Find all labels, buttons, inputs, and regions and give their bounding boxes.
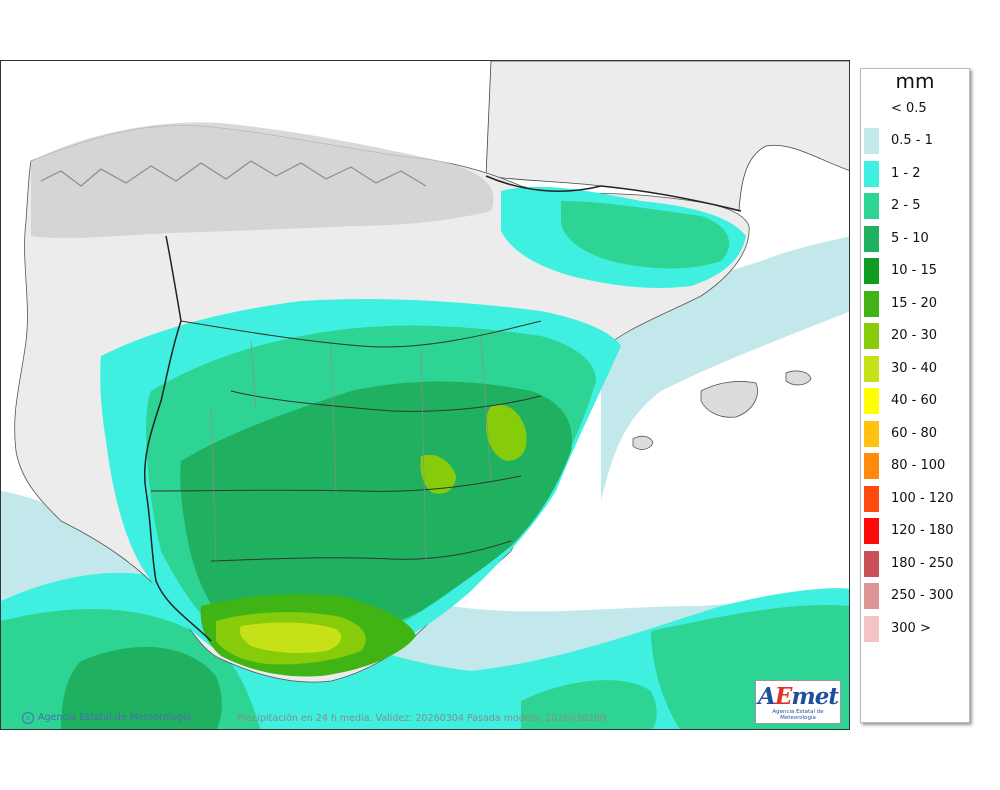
mallorca: [700, 381, 758, 418]
copyright-icon: c: [22, 712, 34, 724]
rain-zone-valencia: [486, 404, 527, 461]
cantabrian-relief: [31, 122, 494, 239]
legend-label: 80 - 100: [891, 458, 946, 473]
legend-swatch: [864, 323, 879, 349]
relief-ridges: [40, 160, 427, 187]
aemet-logo-word: AEmet: [758, 683, 839, 710]
precipitation-legend: mm < 0.5 0.5 - 1 1 - 2 2 - 5 5 - 10 10 - 15 1…: [860, 68, 970, 723]
legend-swatch: [864, 193, 879, 219]
legend-label: 10 - 15: [891, 263, 938, 278]
menorca: [785, 370, 812, 386]
legend-label: 15 - 20: [891, 295, 938, 311]
legend-label: 0.5 - 1: [891, 133, 933, 148]
legend-item: 300 >: [864, 615, 968, 642]
legend-item: 120 - 180: [864, 518, 968, 544]
legend-item: 10 - 15: [864, 258, 968, 284]
map-credit: c Agencia Estatal de Meteorología: [22, 712, 192, 724]
rain-zone-murcia: [420, 454, 456, 494]
legend-item: 80 - 100: [864, 453, 968, 479]
africa-rain-zone-algeria: [521, 680, 657, 729]
legend-label: 120 - 180: [891, 523, 954, 538]
credit-text: Agencia Estatal de Meteorología: [38, 712, 192, 723]
legend-label: 300 >: [891, 620, 931, 636]
legend-label: 30 - 40: [891, 360, 938, 376]
legend-swatch: [864, 160, 879, 187]
legend-item: 5 - 10: [864, 225, 968, 252]
legend-unit: mm: [895, 69, 935, 93]
legend-swatch: [864, 128, 879, 154]
legend-swatch: [864, 583, 879, 609]
rain-zone-catalonia: [561, 201, 730, 269]
legend-swatch: [864, 485, 879, 512]
map-caption: Precipitación en 24 h media. Validez: 20…: [237, 713, 606, 724]
legend-label: 60 - 80: [891, 425, 938, 441]
aemet-logo: AEmet Agencia Estatal de Meteorología: [755, 680, 841, 724]
legend-item: 1 - 2: [864, 160, 968, 187]
legend-item: 60 - 80: [864, 420, 968, 447]
legend-swatch: [864, 453, 879, 479]
legend-label: 20 - 30: [891, 328, 938, 343]
france-border: [485, 175, 742, 212]
legend-below-threshold: < 0.5: [891, 101, 927, 116]
portugal-border: [143, 235, 212, 642]
region-borders: [150, 320, 542, 562]
rain-zone-5-10mm: [180, 381, 572, 641]
legend-label: 100 - 120: [891, 490, 954, 506]
legend-item: 100 - 120: [864, 485, 968, 512]
legend-item: 15 - 20: [864, 290, 968, 317]
legend-label: 5 - 10: [891, 230, 929, 246]
legend-item: 250 - 300: [864, 583, 968, 609]
legend-swatch: [864, 615, 879, 642]
legend-item: 0.5 - 1: [864, 128, 968, 154]
legend-item: 2 - 5: [864, 193, 968, 219]
legend-label: 180 - 250: [891, 555, 954, 571]
aemet-logo-subtitle: Agencia Estatal de Meteorología: [772, 709, 824, 721]
legend-swatch: [864, 518, 879, 544]
legend-swatch: [864, 420, 879, 447]
province-borders: [210, 335, 492, 562]
ibiza: [632, 435, 654, 450]
legend-swatch: [864, 225, 879, 252]
legend-swatch: [864, 355, 879, 382]
legend-swatch: [864, 258, 879, 284]
legend-label: 250 - 300: [891, 588, 954, 603]
legend-swatch: [864, 550, 879, 577]
legend-swatch: [864, 290, 879, 317]
legend-item: 40 - 60: [864, 388, 968, 414]
legend-swatch: [864, 388, 879, 414]
map-canvas: [1, 61, 849, 729]
precipitation-map: [0, 60, 850, 730]
legend-label: 40 - 60: [891, 393, 938, 408]
legend-label: 2 - 5: [891, 198, 921, 213]
africa-rain-zone-core: [61, 646, 222, 729]
legend-label: 1 - 2: [891, 165, 921, 181]
rain-zone-30-40mm: [239, 622, 342, 654]
legend-item: 180 - 250: [864, 550, 968, 577]
legend-item: 20 - 30: [864, 323, 968, 349]
legend-item: 30 - 40: [864, 355, 968, 382]
